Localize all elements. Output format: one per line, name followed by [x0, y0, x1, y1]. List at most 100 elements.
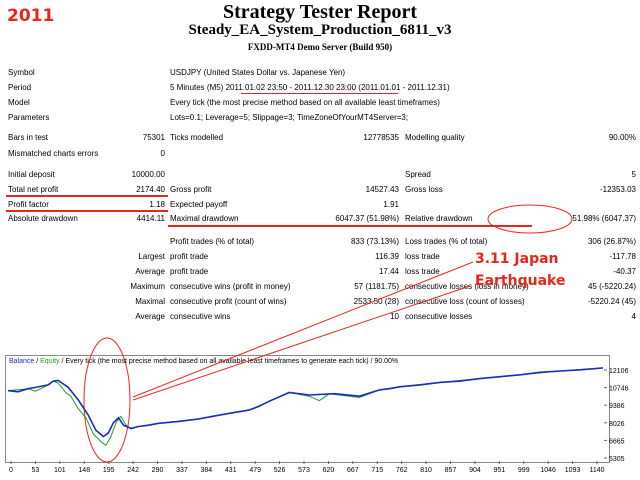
x-tick-label: 573	[298, 467, 310, 474]
mismatch-value: 0	[160, 149, 165, 158]
period-value: 5 Minutes (M5) 2011.01.02 23:50 - 2011.1…	[170, 83, 450, 92]
x-tick-label: 620	[323, 467, 335, 474]
reldd-label: Relative drawdown	[405, 214, 473, 223]
x-tick-label: 999	[518, 467, 530, 474]
legend-balance: Balance	[9, 358, 35, 365]
largest-profit-value: 116.39	[375, 252, 399, 261]
profitfactor-label: Profit factor	[8, 200, 49, 209]
earthquake-annotation: 3.11 Japan Earthquake	[475, 248, 565, 292]
chart-legend: Balance / Equity / Every tick (the most …	[9, 358, 398, 365]
maxdd-value: 6047.37 (51.98%)	[335, 214, 399, 223]
period-underline	[241, 93, 398, 94]
model-value: Every tick (the most precise method base…	[170, 98, 440, 107]
largest-loss-label: loss trade	[405, 252, 440, 261]
server-label: FXDD-MT4 Demo Server (Build 950)	[247, 42, 393, 52]
x-tick-label: 1140	[589, 467, 604, 474]
params-label: Parameters	[8, 113, 50, 122]
period-label: Period	[8, 83, 32, 92]
x-tick-label: 810	[420, 467, 432, 474]
netprofit-label: Total net profit	[8, 185, 59, 194]
x-tick-label: 951	[493, 467, 505, 474]
bars-label: Bars in test	[8, 133, 49, 142]
grossprofit-value: 14527.43	[365, 185, 399, 194]
max-wins-label: consecutive wins (profit in money)	[170, 282, 291, 291]
x-tick-label: 242	[127, 467, 139, 474]
profit-trades-value: 833 (73.13%)	[350, 237, 399, 246]
absdd-value: 4414.11	[136, 214, 165, 223]
x-tick-label: 479	[249, 467, 261, 474]
legend-separator: /	[34, 358, 41, 365]
deposit-value: 10000.00	[131, 170, 165, 179]
maxdd-underline	[168, 225, 532, 227]
x-tick-label: 762	[396, 467, 408, 474]
x-tick-label: 101	[54, 467, 66, 474]
average-profit-value: 17.44	[378, 267, 399, 276]
max-wins-value: 57 (1181.75)	[354, 282, 399, 291]
netprofit-value: 2174.40	[136, 185, 165, 194]
annotation-arrow-line	[132, 261, 474, 398]
profitfactor-value: 1.18	[149, 200, 165, 209]
avg-label: Average	[135, 312, 165, 321]
y-tick-label: 6665	[609, 438, 625, 445]
x-tick-label: 431	[225, 467, 237, 474]
x-tick-label: 53	[32, 467, 40, 474]
profitfactor-underline	[6, 210, 168, 212]
x-tick-label: 904	[469, 467, 481, 474]
bars-value: 75301	[142, 133, 165, 142]
netprofit-underline	[6, 195, 168, 197]
payoff-value: 1.91	[383, 200, 399, 209]
grossloss-value: -12353.03	[599, 185, 636, 194]
x-tick-label: 667	[347, 467, 359, 474]
spread-value: 5	[631, 170, 636, 179]
ticks-value: 12778535	[363, 133, 399, 142]
profit-trades-label: Profit trades (% of total)	[170, 237, 255, 246]
maximum-label: Maximum	[130, 282, 165, 291]
plot-area: 12106 10746 9386 8026 6665 5305 0 53 101 148 195 24…	[7, 367, 629, 474]
annotation-arrow-line-2	[132, 285, 471, 401]
x-tick-label: 148	[78, 467, 90, 474]
symbol-label: Symbol	[8, 68, 35, 77]
max-losses-label: consecutive losses (loss in money)	[405, 282, 529, 291]
y-tick-label: 8026	[609, 421, 625, 428]
ticks-label: Ticks modelled	[170, 133, 224, 142]
loss-trades-label: Loss trades (% of total)	[405, 237, 488, 246]
largest-loss-value: -117.78	[609, 252, 636, 261]
max-losses-value: 45 (-5220.24)	[587, 282, 636, 291]
avg-wins-label: consecutive wins	[170, 312, 231, 321]
largest-label: Largest	[138, 252, 165, 261]
x-tick-label: 1046	[540, 467, 556, 474]
report-title: Strategy Tester Report	[222, 1, 418, 23]
maximal-loss-value: -5220.24 (45)	[587, 297, 636, 306]
reldd-value: 51.98% (6047.37)	[572, 214, 636, 223]
x-tick-label: 384	[200, 467, 212, 474]
x-tick-label: 1093	[565, 467, 581, 474]
symbol-value: USDJPY (United States Dollar vs. Japanes…	[170, 68, 346, 77]
model-label: Model	[8, 98, 30, 107]
absdd-label: Absolute drawdown	[8, 214, 78, 223]
report-subtitle: Steady_EA_System_Production_6811_v3	[188, 22, 452, 38]
x-tick-label: 857	[445, 467, 457, 474]
grossloss-label: Gross loss	[405, 185, 443, 194]
payoff-label: Expected payoff	[170, 200, 228, 209]
balance-line	[7, 367, 604, 438]
avg-wins-value: 10	[390, 312, 399, 321]
maximal-profit-label: consecutive profit (count of wins)	[170, 297, 287, 306]
quality-value: 90.00%	[608, 133, 636, 142]
params-value: Lots=0.1; Leverage=5; Slippage=3; TimeZo…	[170, 113, 409, 122]
loss-trades-value: 306 (26.87%)	[587, 237, 636, 246]
avg-losses-label: consecutive losses	[405, 312, 473, 321]
x-tick-label: 0	[9, 467, 13, 474]
deposit-label: Initial deposit	[8, 170, 55, 179]
x-tick-label: 526	[274, 467, 286, 474]
equity-line	[7, 367, 604, 447]
average-label: Average	[135, 267, 165, 276]
largest-profit-label: profit trade	[170, 252, 209, 261]
maximal-profit-value: 2533.50 (28)	[353, 297, 399, 306]
y-tick-label: 9386	[609, 403, 625, 410]
legend-description: / Every tick (the most precise method ba…	[59, 358, 399, 365]
crash-highlight-ellipse	[83, 337, 131, 463]
y-tick-label: 10746	[609, 386, 629, 393]
earthquake-line2: Earthquake	[475, 273, 566, 289]
maximal-loss-label: consecutive loss (count of losses)	[405, 297, 525, 306]
